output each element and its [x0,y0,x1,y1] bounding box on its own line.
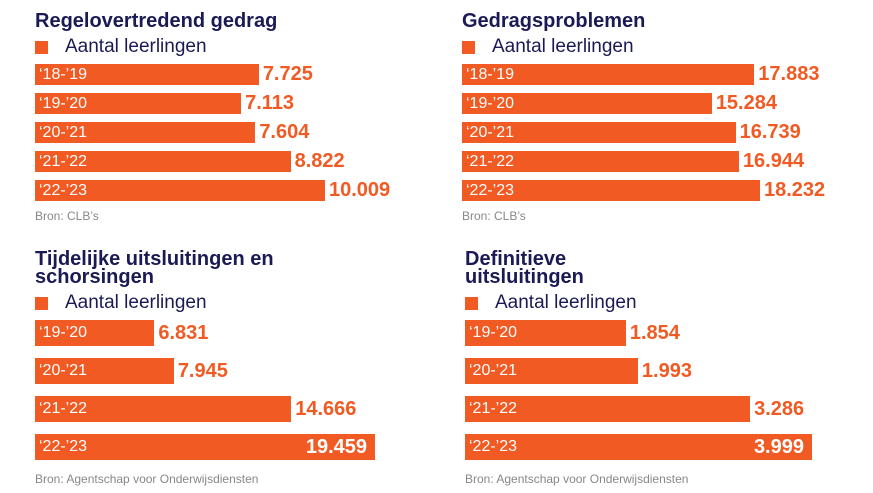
bar [35,358,174,384]
category-label: ‘20-’21 [39,123,88,141]
value-label: 7.725 [262,63,313,85]
legend-swatch [35,296,48,310]
bar-row: ‘21-’22 14.666 [35,396,435,422]
chart-title: Gedragsproblemen [462,10,646,32]
bar-row: ‘20-’21 16.739 [462,121,862,143]
bar [35,320,155,346]
chart-title: Regelovertredend gedrag [35,10,278,32]
legend-item: Aantal leerlingen [35,36,435,58]
bar-row: ‘20-’21 7.604 [35,121,435,143]
category-label: ‘20-’21 [469,362,518,379]
bar [35,122,256,143]
bar [35,396,292,422]
bar [462,151,739,172]
legend-swatch [35,40,48,54]
category-label: ‘19-’20 [39,94,88,112]
bar-row: ‘19-’20 6.831 [35,320,435,346]
value-label: 7.604 [259,121,310,143]
bar-row: ‘19-’20 15.284 [462,92,862,114]
panel: Gedragsproblemen Aantal leerlingen ‘18-’19… [462,10,862,223]
bar-row: ‘19-’20 1.854 [465,320,865,346]
bar [462,122,736,143]
legend-label: Aantal leerlingen [65,36,207,57]
category-label: ‘20-’21 [466,123,515,141]
category-label: ‘21-’22 [469,400,518,417]
bar [35,151,291,172]
bar [462,93,712,114]
legend-label: Aantal leerlingen [65,292,207,313]
category-label: ‘21-’22 [466,152,515,170]
panel: Definitieve uitsluitingen Aantal leerling… [465,248,865,486]
bar [35,434,375,460]
source-note: Bron: Agentschap voor Onderwijsdiensten [35,472,259,486]
value-label: 10.009 [329,179,391,201]
bar-row: ‘21-’22 3.286 [465,396,865,422]
category-label: ‘19-’20 [466,94,515,112]
value-label: 6.831 [158,321,209,344]
value-label: 3.999 [753,435,804,458]
bar-row: ‘22-’23 19.459 [35,434,435,460]
bar-row: ‘18-’19 7.725 [35,63,435,85]
source-note: Bron: Agentschap voor Onderwijsdiensten [465,472,689,486]
value-label: 1.854 [629,321,680,344]
bar-row: ‘20-’21 7.945 [35,358,435,384]
chart-title: Tijdelijke uitsluitingen en schorsingen [35,248,274,288]
category-label: ‘21-’22 [39,400,88,417]
bar [465,358,638,384]
bar-row: ‘18-’19 17.883 [462,63,862,85]
bar [462,180,760,201]
bar [35,180,325,201]
category-label: ‘19-’20 [39,324,88,341]
value-label: 8.822 [294,150,345,172]
category-label: ‘18-’19 [466,65,515,83]
source-note: Bron: CLB’s [462,209,526,223]
bar [462,64,755,85]
value-label: 3.286 [754,397,805,420]
value-label: 1.993 [641,359,692,382]
value-label: 14.666 [295,397,357,420]
source-note: Bron: CLB’s [35,209,99,223]
value-label: 16.944 [742,150,805,172]
panel: Regelovertredend gedrag Aantal leerlingen… [35,10,435,223]
value-label: 16.739 [739,121,801,143]
bar-row: ‘22-’23 3.999 [465,434,865,460]
legend-item: Aantal leerlingen [462,36,862,58]
bar-row: ‘19-’20 7.113 [35,92,435,114]
bar [465,320,626,346]
category-label: ‘20-’21 [39,362,88,379]
legend-item: Aantal leerlingen [465,292,865,314]
legend-swatch [462,40,475,54]
value-label: 19.459 [305,435,367,458]
legend-swatch [465,296,478,310]
bar-row: ‘22-’23 10.009 [35,179,435,201]
bar-row: ‘21-’22 8.822 [35,150,435,172]
bar-row: ‘20-’21 1.993 [465,358,865,384]
category-label: ‘18-’19 [39,65,88,83]
value-label: 15.284 [715,92,777,114]
bar [465,396,751,422]
bar-row: ‘22-’23 18.232 [462,179,862,201]
bar-row: ‘21-’22 16.944 [462,150,862,172]
value-label: 17.883 [758,63,820,85]
legend-label: Aantal leerlingen [492,36,634,57]
category-label: ‘22-’23 [466,181,515,199]
bar [35,93,242,114]
category-label: ‘22-’23 [469,438,518,455]
value-label: 7.113 [245,92,295,114]
category-label: ‘21-’22 [39,152,88,170]
category-label: ‘22-’23 [39,438,88,455]
value-label: 7.945 [177,359,228,382]
value-label: 18.232 [764,179,826,201]
bar [35,64,259,85]
panel: Tijdelijke uitsluitingen en schorsingen A… [35,248,435,486]
category-label: ‘19-’20 [469,324,518,341]
legend-item: Aantal leerlingen [35,292,435,314]
legend-label: Aantal leerlingen [495,292,637,313]
category-label: ‘22-’23 [39,181,88,199]
bar [465,434,812,460]
chart-title: Definitieve uitsluitingen [465,248,584,288]
